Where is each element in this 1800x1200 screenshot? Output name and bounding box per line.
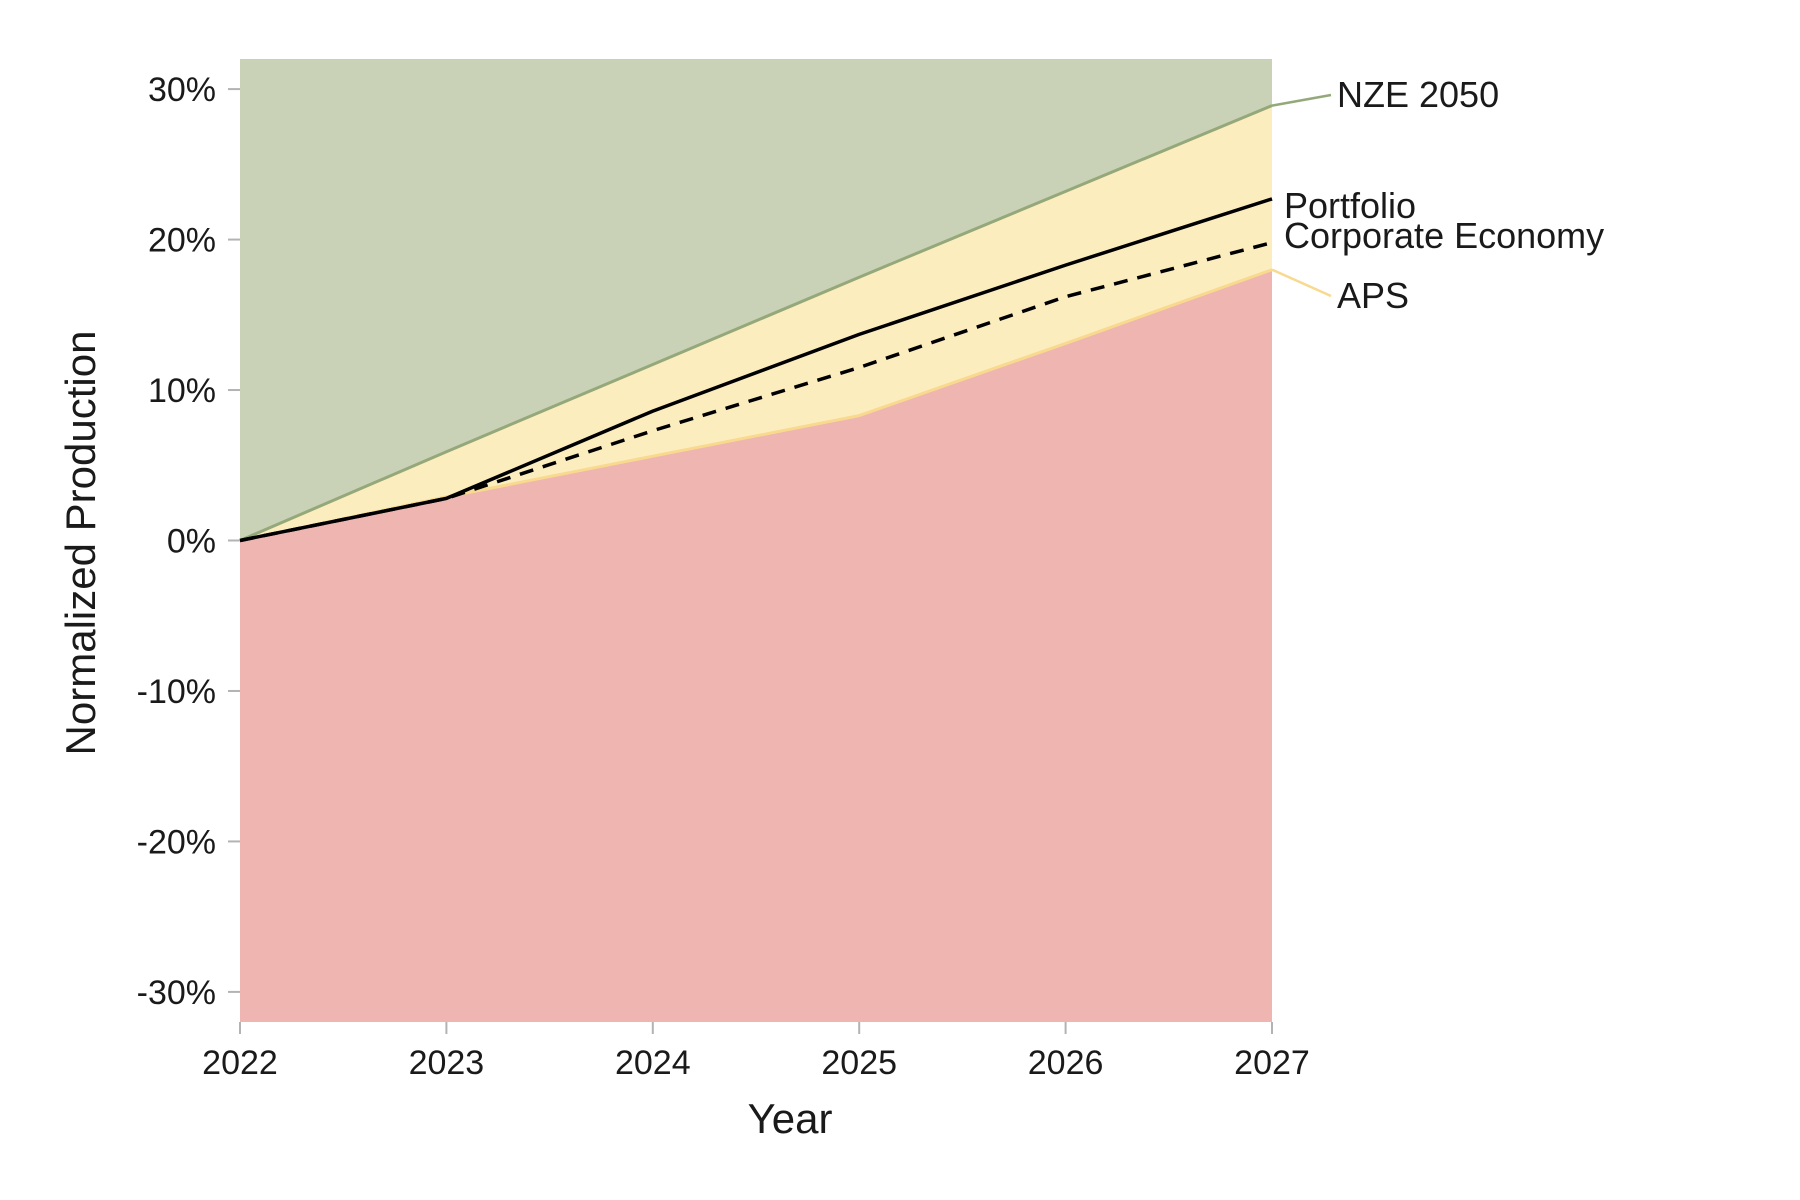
series-lines [239,104,1273,543]
axes: -30% -20% -10% 0% 10% 20% 30% 2022 2023 2024 2025 2… [137,71,1310,1082]
y-tick-label: 0% [167,523,216,561]
y-axis-title: Normalized Production [57,331,104,756]
x-tick-label: 2026 [1028,1044,1104,1082]
y-tick-label: -30% [137,974,216,1012]
y-tick-label: 30% [148,71,216,109]
x-axis-title: Year [748,1095,833,1142]
y-tick-label: 20% [148,222,216,260]
series-line-nze-2050 [239,104,1273,542]
x-tick-label: 2023 [409,1044,485,1082]
x-tick-label: 2027 [1234,1044,1310,1082]
zone-below-aps [240,269,1272,1022]
leader-nze-2050 [1271,93,1332,107]
line-label-nze-2050: NZE 2050 [1337,74,1499,115]
x-tick-label: 2022 [202,1044,278,1082]
x-tick-label: 2024 [615,1044,691,1082]
y-tick-label: 10% [148,372,216,410]
x-tick-label: 2025 [821,1044,897,1082]
line-label-portfolio: Portfolio [1284,185,1416,226]
leader-aps [1271,268,1332,298]
series-line-portfolio [239,197,1273,543]
zones [240,59,1272,1022]
y-tick-label: -20% [137,823,216,861]
line-label-aps: APS [1337,275,1409,316]
line-label-corporate-economy: Corporate Economy [1284,215,1604,256]
y-tick-label: -10% [137,673,216,711]
